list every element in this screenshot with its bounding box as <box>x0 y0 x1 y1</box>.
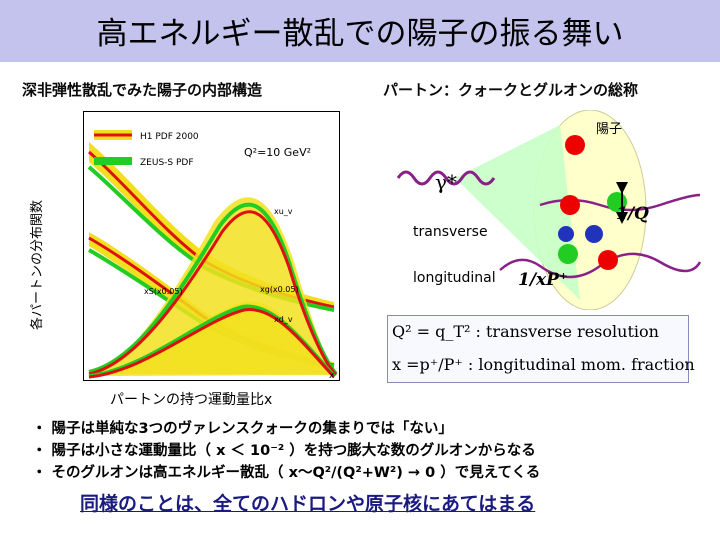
plot-y-axis-label: 各パートンの分布関数 <box>30 199 45 330</box>
pdf-plot: H1 PDF 2000 ZEUS-S PDF Q²=10 GeV² xu_v x… <box>83 111 340 381</box>
photon-label: γ* <box>435 170 457 194</box>
quark-blue-2 <box>585 225 603 243</box>
transverse-label: transverse <box>413 224 488 240</box>
inner-xlabel: x <box>329 371 335 380</box>
curve-label-xg: xg(x0.05) <box>260 285 299 294</box>
equation-box <box>387 315 689 383</box>
xuv-zeus-curve <box>88 202 338 376</box>
quark-red-bottom <box>598 250 618 270</box>
left-heading: 深非弾性散乱でみた陽子の内部構造 <box>22 81 263 99</box>
page-title: 高エネルギー散乱での陽子の振る舞い <box>96 16 624 52</box>
quark-green-2 <box>558 244 578 264</box>
xuv-h1-curve <box>88 210 338 377</box>
quark-red-mid <box>560 195 580 215</box>
longitudinal-label: longitudinal <box>413 270 496 286</box>
xdv-h1-curve <box>88 308 336 379</box>
legend-zeus-label: ZEUS-S PDF <box>140 158 194 168</box>
title-bar <box>0 0 720 62</box>
right-heading: パートン：クォークとグルオンの総称 <box>383 81 639 99</box>
size-label: 1/Q <box>616 204 649 224</box>
pdf-plot-svg: H1 PDF 2000 ZEUS-S PDF Q²=10 GeV² xu_v x… <box>87 130 338 381</box>
curve-label-xs: xS(x0.05) <box>144 287 183 296</box>
legend-h1-label: H1 PDF 2000 <box>140 132 199 142</box>
plot-x-axis-label: パートンの持つ運動量比x <box>110 392 273 408</box>
legend-zeus-swatch <box>94 157 132 165</box>
bullet-item: ・ そのグルオンは高エネルギー散乱（ x～Q²/(Q²+W²) → 0 ）で見え… <box>32 465 541 481</box>
photon-cone <box>455 125 580 300</box>
bullet-list: ・ 陽子は単純な3つのヴァレンスクォークの集まりでは「ない」 ・ 陽子は小さな運… <box>32 418 540 484</box>
conclusion: 同様のことは、全てのハドロンや原子核にあてはまる <box>80 493 536 515</box>
curve-label-xuv: xu_v <box>274 207 293 216</box>
equation-line-1: Q² = q_T² : transverse resolution <box>392 322 659 341</box>
momentum-label: 1/xP⁺ <box>518 270 568 290</box>
proton-label: 陽子 <box>596 122 623 137</box>
quark-blue-1 <box>558 226 574 242</box>
bullet-item: ・ 陽子は小さな運動量比（ x ＜ 10⁻² ）を持つ膨大な数のグルオンからなる <box>32 443 536 459</box>
proton-diagram <box>396 110 702 310</box>
equation-line-2: x =p⁺/P⁺ : longitudinal mom. fraction <box>392 355 695 374</box>
curve-label-xdv: xd_v <box>274 315 293 324</box>
bullet-item: ・ 陽子は単純な3つのヴァレンスクォークの集まりでは「ない」 <box>32 421 453 437</box>
quark-red-top <box>565 135 585 155</box>
photon-wave <box>396 170 496 186</box>
scale-label: Q²=10 GeV² <box>244 146 311 159</box>
